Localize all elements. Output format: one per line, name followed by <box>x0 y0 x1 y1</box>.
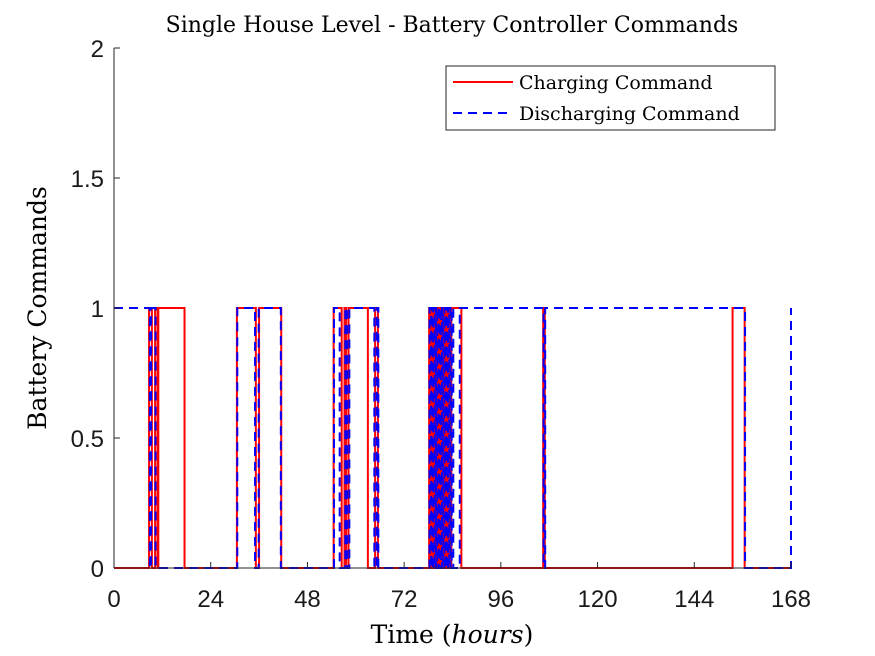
x-axis-label: Time (hours) <box>371 620 534 649</box>
x-tick-label: 48 <box>294 586 321 613</box>
y-axis-label: Battery Commands <box>23 186 52 430</box>
x-tick-label: 144 <box>674 586 714 613</box>
legend-discharging-label: Discharging Command <box>519 103 740 125</box>
y-tick-label: 2 <box>91 36 104 63</box>
y-tick-label: 1.5 <box>71 166 104 193</box>
y-tick-label: 0.5 <box>71 426 104 453</box>
x-tick-label: 0 <box>107 586 120 613</box>
y-ticks: 0 0.5 1 1.5 2 <box>71 36 120 583</box>
y-tick-label: 0 <box>91 556 104 583</box>
x-tick-label: 24 <box>197 586 224 613</box>
legend-charging-label: Charging Command <box>519 72 713 94</box>
x-tick-label: 120 <box>578 586 618 613</box>
chart-title: Single House Level - Battery Controller … <box>166 13 739 38</box>
x-tick-label: 168 <box>771 586 811 613</box>
y-tick-label: 1 <box>91 296 104 323</box>
legend-box <box>445 65 776 131</box>
x-tick-label: 72 <box>391 586 418 613</box>
x-tick-label: 96 <box>488 586 515 613</box>
x-ticks: 0 24 48 72 96 120 144 168 <box>107 562 811 613</box>
legend: Charging Command Discharging Command <box>445 65 776 131</box>
